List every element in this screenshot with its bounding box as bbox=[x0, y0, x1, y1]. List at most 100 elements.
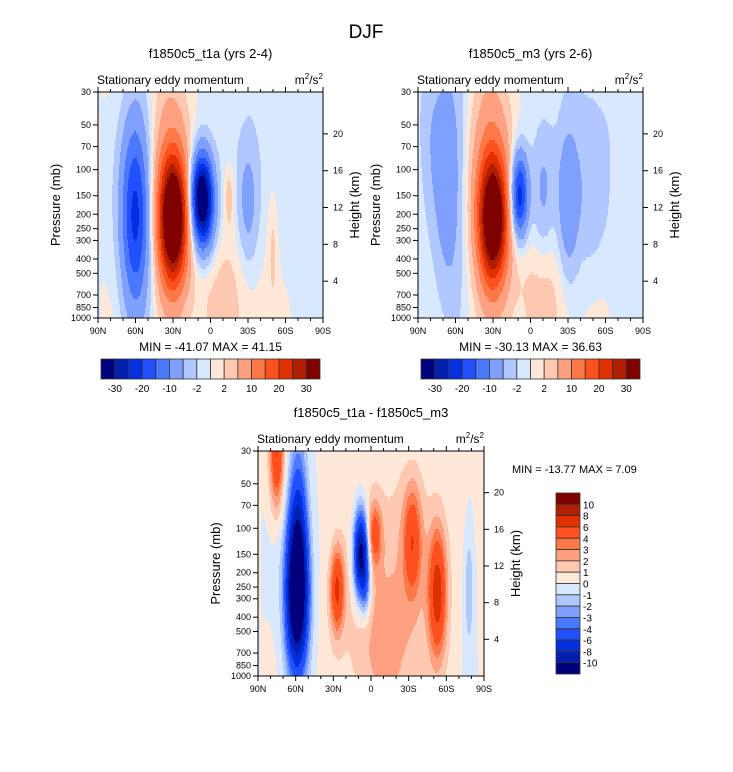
contour-cell bbox=[258, 481, 269, 485]
contour-cell bbox=[504, 191, 507, 195]
contour-cell bbox=[511, 167, 513, 171]
contour-cell bbox=[196, 245, 200, 249]
contour-cell bbox=[187, 236, 189, 240]
contour-cell bbox=[194, 248, 197, 252]
contour-cell bbox=[188, 107, 198, 111]
contour-cell bbox=[504, 251, 507, 255]
contour-cell bbox=[240, 260, 265, 264]
contour-cell bbox=[146, 206, 150, 210]
contour-cell bbox=[98, 164, 101, 168]
contour-cell bbox=[400, 520, 405, 524]
contour-cell bbox=[181, 179, 184, 183]
contour-cell bbox=[531, 194, 541, 198]
contour-cell bbox=[369, 520, 371, 524]
contour-cell bbox=[317, 487, 357, 491]
contour-cell bbox=[405, 490, 420, 494]
contour-cell bbox=[128, 146, 143, 150]
contour-cell bbox=[237, 212, 244, 216]
contour-cell bbox=[187, 143, 191, 147]
contour-cell bbox=[159, 242, 162, 246]
contour-cell bbox=[373, 499, 378, 503]
contour-cell bbox=[418, 125, 421, 129]
contour-cell bbox=[109, 293, 119, 297]
contour-cell bbox=[280, 472, 283, 476]
contour-cell bbox=[511, 218, 513, 222]
contour-cell bbox=[462, 230, 466, 234]
contour-cell bbox=[480, 257, 484, 261]
contour-cell bbox=[609, 137, 644, 141]
contour-cell bbox=[300, 523, 304, 527]
contour-cell bbox=[481, 161, 486, 165]
contour-cell bbox=[520, 227, 522, 231]
contour-cell bbox=[234, 191, 238, 195]
contour-cell bbox=[211, 185, 213, 189]
contour-cell bbox=[139, 209, 144, 213]
contour-cell bbox=[198, 185, 208, 189]
contour-cell bbox=[260, 221, 268, 225]
contour-cell bbox=[179, 182, 182, 186]
contour-cell bbox=[457, 128, 464, 132]
contour-cell bbox=[151, 263, 153, 267]
contour-cell bbox=[480, 146, 486, 150]
contour-cell bbox=[559, 206, 582, 210]
contour-cell bbox=[509, 191, 511, 195]
contour-cell bbox=[529, 215, 561, 219]
contour-cell bbox=[158, 137, 165, 141]
contour-cell bbox=[196, 203, 198, 207]
contour-cell bbox=[310, 481, 318, 485]
contour-cell bbox=[158, 227, 161, 231]
contour-cell bbox=[497, 125, 508, 129]
contour-cell bbox=[193, 197, 195, 201]
contour-cell bbox=[209, 254, 214, 258]
contour-cell bbox=[500, 149, 506, 153]
contour-cell bbox=[146, 95, 152, 99]
contour-cell bbox=[531, 200, 542, 204]
contour-cell bbox=[480, 143, 488, 147]
contour-cell bbox=[193, 215, 195, 219]
contour-cell bbox=[238, 296, 289, 300]
contour-cell bbox=[141, 254, 146, 258]
contour-cell bbox=[539, 125, 553, 129]
contour-cell bbox=[121, 272, 128, 276]
contour-cell bbox=[194, 263, 197, 267]
contour-cell bbox=[150, 218, 152, 222]
contour-cell bbox=[211, 224, 214, 228]
contour-cell bbox=[284, 517, 287, 521]
contour-cell bbox=[136, 131, 147, 135]
contour-cell bbox=[507, 299, 519, 303]
contour-cell bbox=[207, 209, 210, 213]
contour-cell bbox=[462, 242, 466, 246]
contour-cell bbox=[501, 233, 504, 237]
contour-cell bbox=[484, 206, 503, 210]
contour-cell bbox=[119, 113, 128, 117]
contour-cell bbox=[418, 463, 485, 467]
contour-cell bbox=[140, 293, 148, 297]
contour-cell bbox=[148, 272, 152, 276]
contour-cell bbox=[481, 245, 484, 249]
contour-cell bbox=[467, 284, 472, 288]
contour-cell bbox=[610, 140, 644, 144]
contour-cell bbox=[422, 508, 446, 512]
contour-cell bbox=[239, 230, 248, 234]
contour-cell bbox=[264, 517, 275, 521]
contour-cell bbox=[480, 170, 484, 174]
contour-cell bbox=[152, 209, 155, 213]
contour-cell bbox=[504, 224, 507, 228]
contour-cell bbox=[191, 314, 208, 318]
contour-cell bbox=[288, 469, 291, 473]
contour-cell bbox=[551, 227, 555, 231]
contour-cell bbox=[512, 185, 515, 189]
contour-cell bbox=[160, 224, 163, 228]
contour-cell bbox=[281, 508, 284, 512]
contour-cell bbox=[198, 272, 210, 276]
contour-cell bbox=[507, 269, 513, 273]
contour-cell bbox=[513, 233, 515, 237]
contour-cell bbox=[193, 209, 195, 213]
contour-cell bbox=[200, 170, 206, 174]
contour-cell bbox=[511, 215, 513, 219]
contour-cell bbox=[512, 152, 515, 156]
contour-cell bbox=[211, 194, 214, 198]
contour-cell bbox=[193, 233, 196, 237]
contour-cell bbox=[160, 218, 162, 222]
